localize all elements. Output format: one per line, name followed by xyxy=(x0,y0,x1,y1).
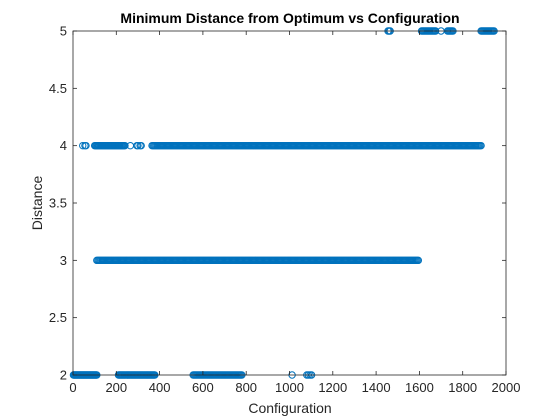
y-tick-labels: 2 2.5 3 3.5 4 4.5 5 xyxy=(49,24,67,383)
x-tick-label: 1800 xyxy=(448,380,477,395)
chart-title: Minimum Distance from Optimum vs Configu… xyxy=(120,10,459,26)
x-tick-label: 1400 xyxy=(362,380,391,395)
y-tick-label: 2.5 xyxy=(49,310,67,325)
y-tick-label: 2 xyxy=(60,368,67,383)
x-tick-label: 200 xyxy=(105,380,127,395)
y-tick-label: 3 xyxy=(60,253,67,268)
x-tick-label: 800 xyxy=(235,380,257,395)
data-point xyxy=(477,141,485,150)
data-point xyxy=(134,141,142,150)
x-tick-label: 600 xyxy=(192,380,214,395)
data-point xyxy=(82,141,90,150)
x-tick-label: 1600 xyxy=(405,380,434,395)
data-point xyxy=(414,256,423,265)
y-tick-label: 5 xyxy=(60,24,67,39)
x-tick-label: 0 xyxy=(69,380,76,395)
x-tick-labels: 0 200 400 600 800 1000 1200 1400 1600 1800 2000 xyxy=(69,380,520,395)
data-point xyxy=(137,141,145,150)
x-tick-label: 1200 xyxy=(318,380,347,395)
x-tick-label: 2000 xyxy=(492,380,521,395)
y-tick-label: 4 xyxy=(60,138,67,153)
x-tick-label: 400 xyxy=(149,380,171,395)
x-axis-label: Configuration xyxy=(248,400,331,416)
y-tick-label: 4.5 xyxy=(49,81,67,96)
plot-background xyxy=(73,31,506,375)
data-point xyxy=(121,141,129,150)
y-axis-label: Distance xyxy=(29,176,45,231)
data-point xyxy=(79,141,87,150)
axes xyxy=(72,30,507,376)
y-tick-label: 3.5 xyxy=(49,196,67,211)
x-tick-label: 1000 xyxy=(275,380,304,395)
